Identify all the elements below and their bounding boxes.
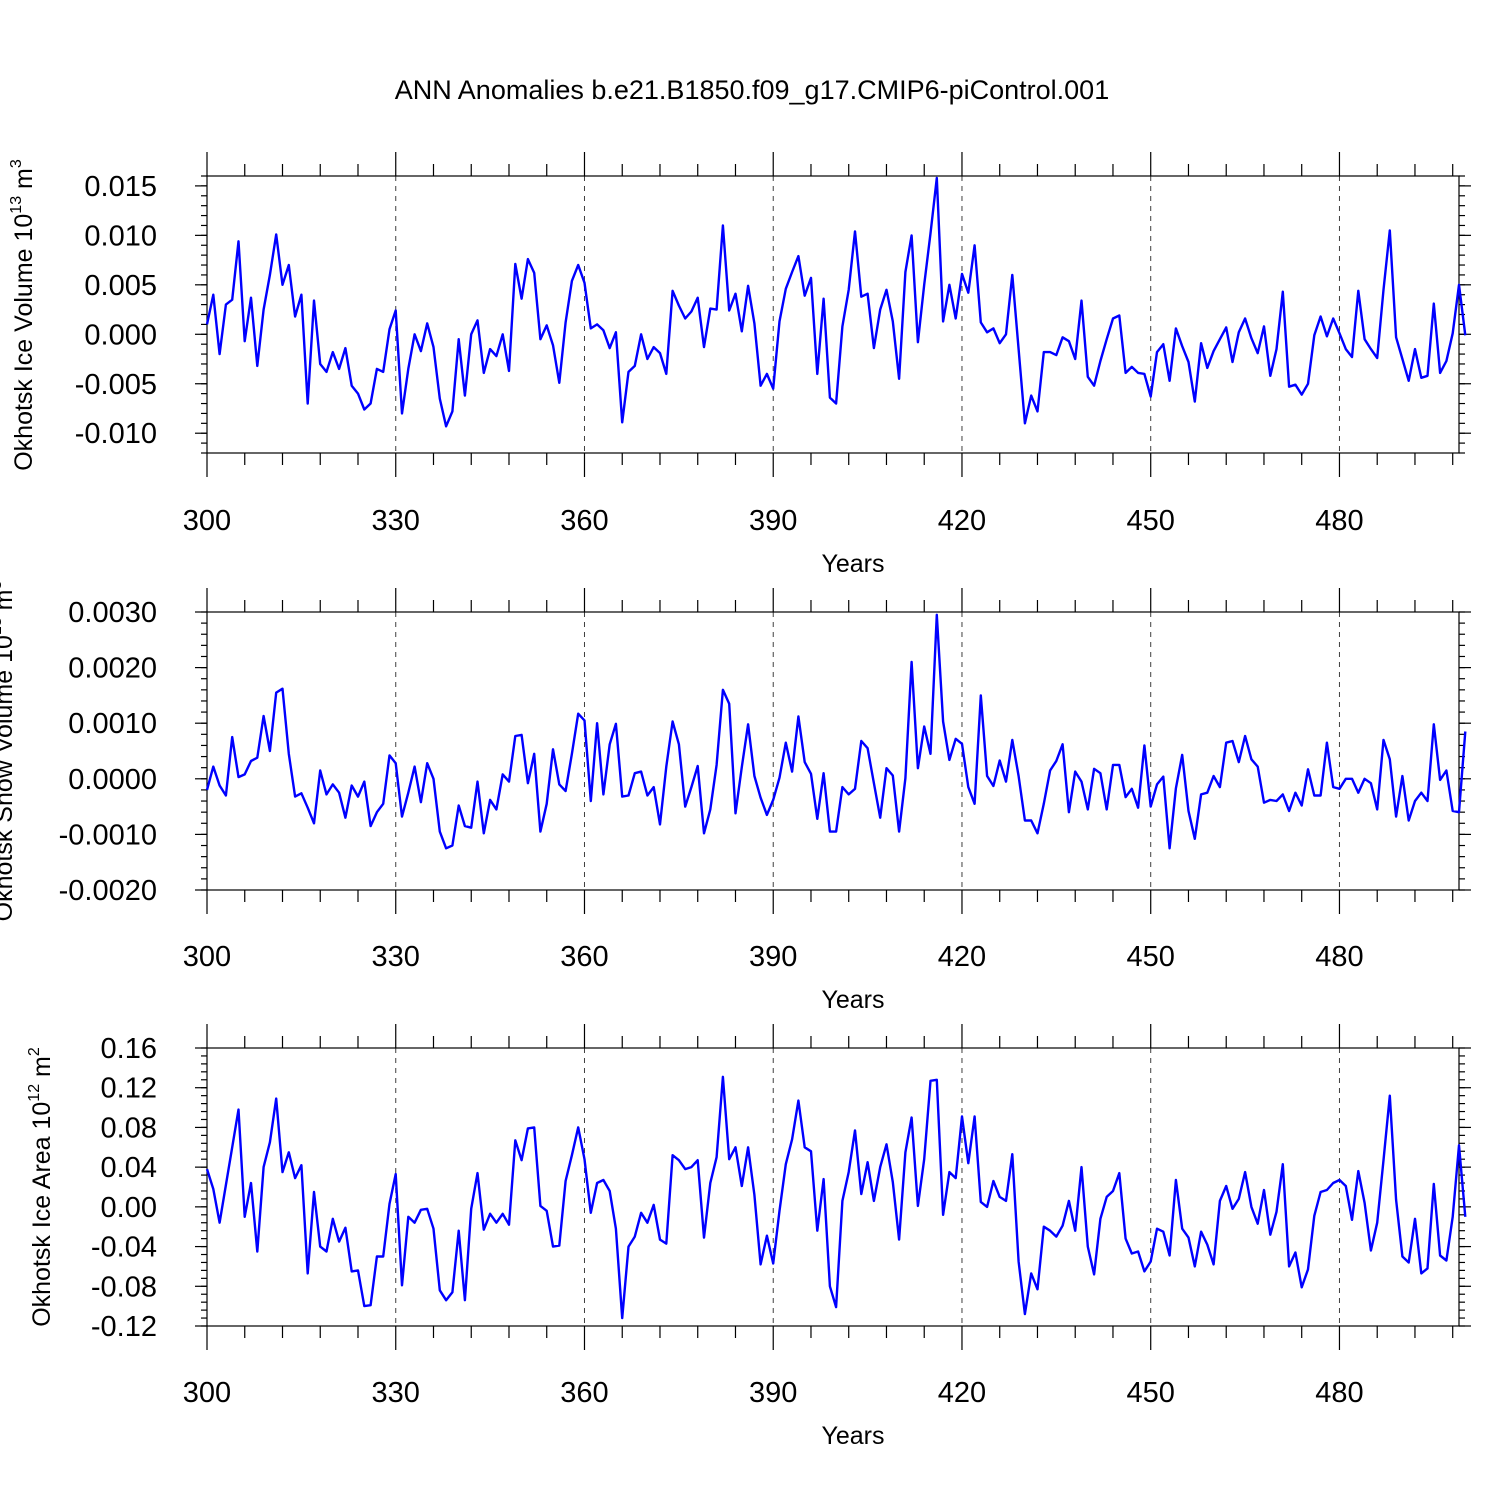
data-series-line xyxy=(205,613,1467,850)
x-tick-label: 300 xyxy=(183,941,231,973)
x-tick-label: 450 xyxy=(1127,941,1175,973)
x-tick-label: 330 xyxy=(372,505,420,537)
chart-panel-3: 300 330 360 390 420 450 480 -0.12 -0.08 -0.04 0.00… xyxy=(26,1024,1471,1450)
y-tick-label: 0.08 xyxy=(101,1112,157,1144)
y-axis-label: Okhotsk Ice Area 1012 m2 xyxy=(26,1047,56,1327)
x-tick-label: 480 xyxy=(1315,941,1363,973)
x-tick-label: 360 xyxy=(560,941,608,973)
plot-frame xyxy=(206,1047,1460,1327)
x-tick-label: 390 xyxy=(749,505,797,537)
figure-title: ANN Anomalies b.e21.B1850.f09_g17.CMIP6-… xyxy=(395,75,1109,105)
x-tick-label: 480 xyxy=(1315,1377,1363,1409)
y-tick-label: -0.08 xyxy=(91,1271,157,1303)
x-tick-label: 300 xyxy=(183,505,231,537)
y-tick-label: 0.0030 xyxy=(68,597,157,629)
x-tick-label: 480 xyxy=(1315,505,1363,537)
y-tick-label: 0.04 xyxy=(101,1152,157,1184)
x-tick-label: 360 xyxy=(560,505,608,537)
y-tick-label: 0.0020 xyxy=(68,653,157,685)
chart-panel-1: 300 330 360 390 420 450 480 -0.010 -0.005 0.000 0.… xyxy=(8,152,1471,578)
data-series-line xyxy=(205,176,1467,428)
panels: 300 330 360 390 420 450 480 -0.010 -0.005 0.000 0.… xyxy=(0,152,1471,1450)
data-series-line xyxy=(205,1075,1467,1320)
x-tick-label: 450 xyxy=(1127,505,1175,537)
x-axis-label: Years xyxy=(821,550,884,578)
y-tick-label: -0.010 xyxy=(75,418,157,450)
y-tick-label: 0.12 xyxy=(101,1073,157,1105)
y-tick-label: 0.0010 xyxy=(68,708,157,740)
x-tick-label: 450 xyxy=(1127,1377,1175,1409)
y-tick-label: -0.12 xyxy=(91,1311,157,1343)
x-axis-label: Years xyxy=(821,1422,884,1450)
x-tick-label: 390 xyxy=(749,1377,797,1409)
y-tick-label: -0.005 xyxy=(75,369,157,401)
x-tick-label: 300 xyxy=(183,1377,231,1409)
y-tick-label: 0.010 xyxy=(84,220,157,252)
y-tick-label: 0.0000 xyxy=(68,764,157,796)
y-axis-label: Okhotsk Snow Volume 1013 m3 xyxy=(0,581,18,922)
y-tick-label: 0.000 xyxy=(84,319,157,351)
y-tick-label: 0.005 xyxy=(84,270,157,302)
chart-panel-2: 300 330 360 390 420 450 480 -0.0020 -0.0010 0.000… xyxy=(0,581,1471,1014)
x-tick-label: 420 xyxy=(938,505,986,537)
y-axis-label: Okhotsk Ice Volume 1013 m3 xyxy=(8,159,38,471)
x-tick-label: 420 xyxy=(938,941,986,973)
y-tick-label: -0.0020 xyxy=(59,875,157,907)
plot-frame xyxy=(206,611,1460,891)
y-tick-label: 0.16 xyxy=(101,1033,157,1065)
x-tick-label: 360 xyxy=(560,1377,608,1409)
y-tick-label: 0.015 xyxy=(84,171,157,203)
x-tick-label: 330 xyxy=(372,1377,420,1409)
x-tick-label: 390 xyxy=(749,941,797,973)
x-tick-label: 420 xyxy=(938,1377,986,1409)
y-tick-label: -0.0010 xyxy=(59,819,157,851)
x-tick-label: 330 xyxy=(372,941,420,973)
y-tick-label: -0.04 xyxy=(91,1232,157,1264)
y-tick-label: 0.00 xyxy=(101,1192,157,1224)
x-axis-label: Years xyxy=(821,986,884,1014)
